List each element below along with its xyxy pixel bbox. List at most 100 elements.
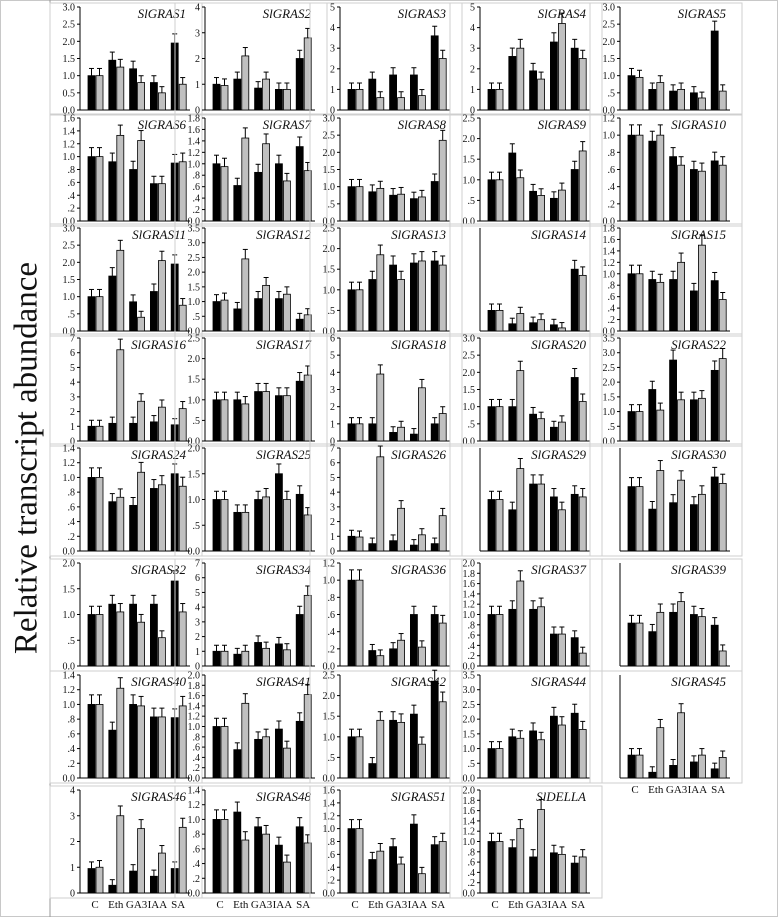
bar-C-dark xyxy=(487,406,496,442)
bar-Eth-dark xyxy=(648,389,657,442)
bar-SA-light xyxy=(718,299,727,332)
bar-SA-light xyxy=(438,515,447,552)
x-category-label: SA xyxy=(431,899,445,911)
bar-SA-light xyxy=(718,164,727,222)
bar-Eth-light xyxy=(376,719,385,779)
y-tick-label: 3.0 xyxy=(603,348,616,359)
bar-Eth-dark xyxy=(233,78,242,111)
y-tick-label: .8 xyxy=(68,715,76,726)
bar-GA3-dark xyxy=(389,846,398,894)
bar-Eth-dark xyxy=(648,631,657,667)
y-tick-label: .5 xyxy=(608,88,616,99)
y-tick-label: 2.0 xyxy=(323,244,336,255)
bar-C-dark xyxy=(487,499,496,552)
bar-GA3-dark xyxy=(129,68,138,111)
panel-SlGRAS32: 0.0 .5 1.0 1.5 2.0 SlGRAS32 xyxy=(49,558,203,673)
y-tick-label: 2 xyxy=(330,517,335,528)
panel-title: SlGRAS12 xyxy=(256,227,311,242)
bar-Eth-light xyxy=(241,137,250,222)
panel-border xyxy=(449,785,603,899)
y-tick-label: .6 xyxy=(193,743,201,754)
y-tick-label: .5 xyxy=(328,199,336,210)
y-tick-label: 2.5 xyxy=(603,20,616,31)
x-category-label: SA xyxy=(711,784,725,796)
bar-Eth-light xyxy=(516,737,525,779)
bar-Eth-light xyxy=(656,82,665,111)
panel-title: SlGRAS44 xyxy=(531,674,586,689)
y-tick-label: 4 xyxy=(70,786,75,797)
x-category-label: SA xyxy=(571,899,585,911)
y-tick-label: .4 xyxy=(193,194,201,205)
y-tick-label: 1.5 xyxy=(188,282,201,293)
y-tick-label: 4 xyxy=(195,3,200,14)
y-tick-label: 4 xyxy=(330,368,335,379)
bar-C-dark xyxy=(212,499,221,552)
y-tick-label: 3 xyxy=(330,385,335,396)
bar-SA-dark xyxy=(570,637,579,667)
bar-Eth-light xyxy=(116,134,125,222)
y-tick-label: 0 xyxy=(195,106,200,117)
bar-C-light xyxy=(495,309,504,332)
panel-border xyxy=(589,113,743,227)
panel-border xyxy=(589,670,743,784)
y-tick-label: .2 xyxy=(608,315,616,326)
y-tick-label: 3 xyxy=(470,44,475,55)
y-tick-label: 0.0 xyxy=(63,662,76,673)
bar-SA-light xyxy=(438,264,447,332)
bar-GA3-dark xyxy=(129,169,138,222)
y-tick-label: 2.5 xyxy=(323,224,336,235)
bar-SA-dark xyxy=(295,614,304,667)
bar-SA-light xyxy=(578,58,587,111)
bar-GA3-dark xyxy=(129,301,138,332)
panel-SlGRAS39: SlGRAS39 xyxy=(589,558,743,672)
bar-C-dark xyxy=(627,622,636,667)
bar-Eth-dark xyxy=(368,423,377,442)
panel-title: SlGRAS14 xyxy=(531,227,586,242)
bar-GA3-light xyxy=(397,639,406,667)
bar-IAA-light xyxy=(417,646,426,667)
y-tick-label: 1 xyxy=(70,422,75,433)
y-tick-label: 0 xyxy=(330,437,335,448)
y-tick-label: 0.0 xyxy=(603,437,616,448)
bar-IAA-dark xyxy=(690,92,698,111)
bar-C-dark xyxy=(347,579,356,667)
bar-IAA-dark xyxy=(550,41,558,111)
x-category-label: IAA xyxy=(148,899,168,911)
y-tick-label: 1 xyxy=(70,863,75,874)
bar-C-dark xyxy=(627,134,636,222)
bar-Eth-dark xyxy=(108,501,117,552)
y-tick-label: 0.0 xyxy=(63,547,76,558)
x-category-label: GA3 xyxy=(666,784,688,796)
y-tick-label: .6 xyxy=(468,631,476,642)
bar-SA-light xyxy=(718,483,727,552)
y-tick-label: 6 xyxy=(330,334,335,345)
bar-IAA-light xyxy=(698,170,706,222)
bar-SA-dark xyxy=(710,30,719,111)
bar-IAA-dark xyxy=(274,844,283,894)
bar-Eth-dark xyxy=(368,859,377,894)
bar-IAA-light xyxy=(157,260,166,332)
y-tick-label: 4 xyxy=(470,23,475,34)
y-tick-label: 1.0 xyxy=(188,495,201,506)
y-tick-label: 1.5 xyxy=(63,275,76,286)
bar-C-light xyxy=(95,425,104,442)
y-tick-label: 3 xyxy=(70,811,75,822)
bar-Eth-light xyxy=(376,97,385,111)
y-tick-label: .6 xyxy=(328,610,336,621)
bar-IAA-dark xyxy=(149,875,158,894)
bar-IAA-dark xyxy=(690,399,698,442)
y-tick-label: 2.0 xyxy=(463,559,476,570)
y-tick-label: 0.0 xyxy=(463,774,476,785)
panel-title: SlGRAS32 xyxy=(131,562,186,577)
bar-SA-dark xyxy=(430,260,439,332)
panel-SlGRAS30: SlGRAS30 xyxy=(589,443,743,557)
bar-Eth-dark xyxy=(368,763,377,779)
panel-border xyxy=(309,223,463,337)
bar-GA3-dark xyxy=(129,422,138,442)
y-tick-label: 1.4 xyxy=(188,701,201,712)
y-tick-label: 1.5 xyxy=(63,54,76,65)
y-tick-label: .5 xyxy=(193,312,201,323)
bar-IAA-light xyxy=(282,747,291,779)
